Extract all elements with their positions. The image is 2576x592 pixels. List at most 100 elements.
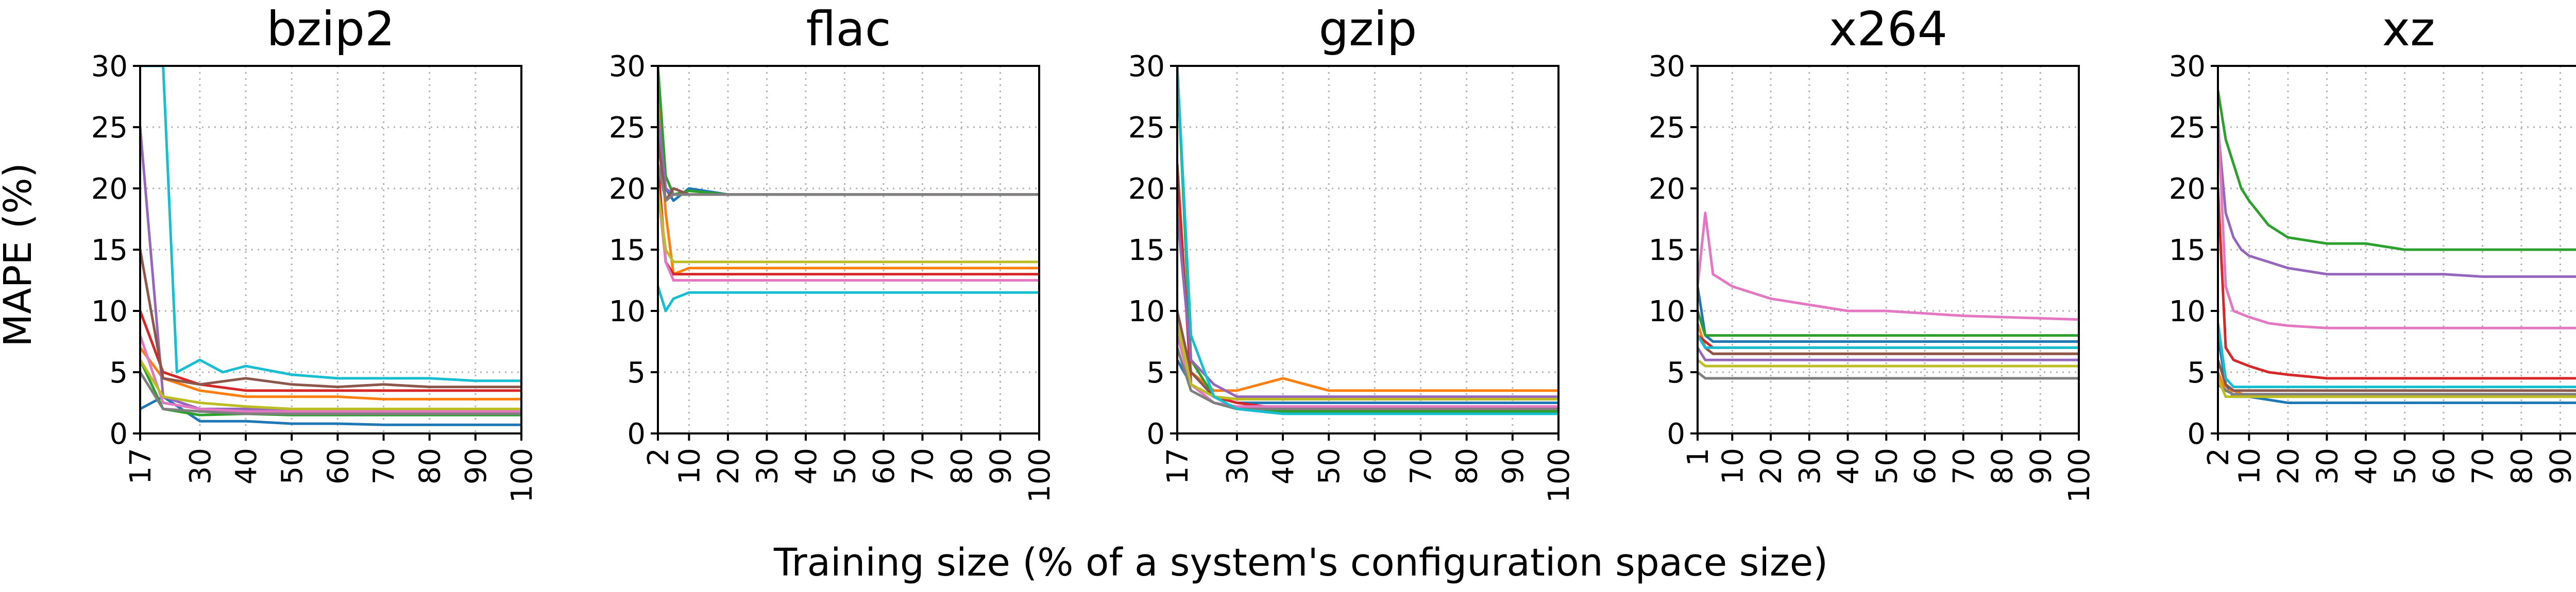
x-tick-label: 70 [2466,448,2500,484]
x-tick-label: 90 [460,448,493,484]
x-tick-label: 100 [1543,448,1576,503]
series-line [1698,310,2079,337]
series-group [658,66,1039,312]
x-tick-label: 80 [1986,448,2020,484]
x-tick-label: 80 [1451,448,1484,484]
x-tick-label: 40 [790,448,823,484]
x-tick-label: 30 [184,448,217,484]
y-tick-label: 10 [609,295,646,328]
x-tick-label: 40 [1267,448,1300,484]
series-line [2218,377,2576,398]
series-group [2218,90,2576,404]
y-tick-label: 0 [627,417,646,451]
series-group [1177,66,1558,415]
x-tick-label: 20 [1755,448,1788,484]
series-line [1698,335,2079,355]
x-tick-label: 2 [2202,448,2235,466]
x-tick-label: 30 [1793,448,1827,484]
y-tick-label: 5 [1146,356,1165,390]
series-line [140,127,521,413]
y-tick-label: 20 [2169,172,2206,206]
series-line [1698,347,2079,361]
y-tick-label: 15 [2169,234,2206,267]
x-tick-label: 90 [1497,448,1530,484]
x-tick-label: 17 [124,448,158,484]
x-tick-label: 70 [1405,448,1438,484]
series-line [1698,359,2079,368]
series-line [140,335,521,413]
y-tick-label: 0 [109,417,128,451]
x-tick-label: 80 [945,448,979,484]
series-line [1177,66,1558,413]
chart-title: bzip2 [266,2,395,57]
series-line [1177,213,1558,398]
x-tick-label: 1 [1682,448,1715,466]
chart-panel-xz: 0510152025302102030405060708090100xz [2169,2,2576,484]
x-tick-label: 30 [751,448,784,484]
y-tick-label: 15 [1649,234,1685,267]
x-tick-label: 30 [2311,448,2344,484]
x-tick-label: 2 [642,448,675,466]
series-line [2218,335,2576,404]
series-line [2218,359,2576,392]
chart-title: xz [2382,2,2435,57]
series-line [2218,323,2576,389]
y-tick-label: 15 [1128,234,1165,267]
x-tick-label: 50 [2388,448,2422,484]
y-tick-label: 25 [1128,111,1165,145]
y-tick-label: 10 [1128,295,1165,328]
series-line [1698,212,2079,321]
x-tick-label: 40 [1832,448,1866,484]
x-tick-label: 60 [1909,448,1942,484]
chart-title: flac [806,2,891,57]
x-tick-label: 80 [414,448,447,484]
series-line [2218,188,2576,380]
x-tick-label: 50 [828,448,862,484]
x-tick-label: 10 [673,448,706,484]
series-line [140,66,521,382]
y-tick-label: 15 [609,234,646,267]
x-tick-label: 70 [368,448,401,484]
x-tick-label: 50 [1313,448,1346,484]
x-tick-label: 90 [2544,448,2576,484]
x-tick-label: 90 [984,448,1018,484]
y-tick-label: 20 [1649,172,1685,206]
y-tick-label: 30 [2169,50,2206,83]
series-line [140,346,521,401]
series-line [140,359,521,410]
y-tick-label: 25 [609,111,646,145]
x-tick-label: 50 [276,448,309,484]
series-line [1698,371,2079,380]
chart-panel-gzip: 0 5 10 15 20 25 30 17 30 40 50 60 70 80 90 100 gzip [1128,2,1576,503]
x-tick-label: 60 [868,448,901,484]
series-line [1177,188,1558,392]
x-tick-label: 60 [2428,448,2461,484]
series-line [658,164,1039,276]
series-line [1698,286,2079,343]
y-tick-label: 30 [1128,50,1165,83]
series-line [658,188,1039,264]
y-tick-label: 25 [2169,111,2206,145]
series-line [658,163,1039,202]
y-axis-label: MAPE (%) [0,163,40,346]
x-tick-label: 60 [1359,448,1392,484]
series-line [658,286,1039,312]
x-tick-label: 20 [2272,448,2306,484]
y-tick-label: 5 [109,356,128,390]
x-tick-label: 80 [2505,448,2539,484]
x-tick-label: 17 [1161,448,1195,484]
y-tick-label: 30 [1649,50,1685,83]
y-tick-label: 0 [1146,417,1165,451]
x-tick-label: 40 [2350,448,2383,484]
x-tick-label: 20 [712,448,745,484]
x-tick-label: 70 [1947,448,1981,484]
series-line [658,188,1039,282]
y-tick-label: 20 [1128,172,1165,206]
y-tick-label: 5 [2187,356,2206,390]
y-tick-label: 10 [2169,295,2206,328]
y-tick-label: 10 [1649,295,1685,328]
